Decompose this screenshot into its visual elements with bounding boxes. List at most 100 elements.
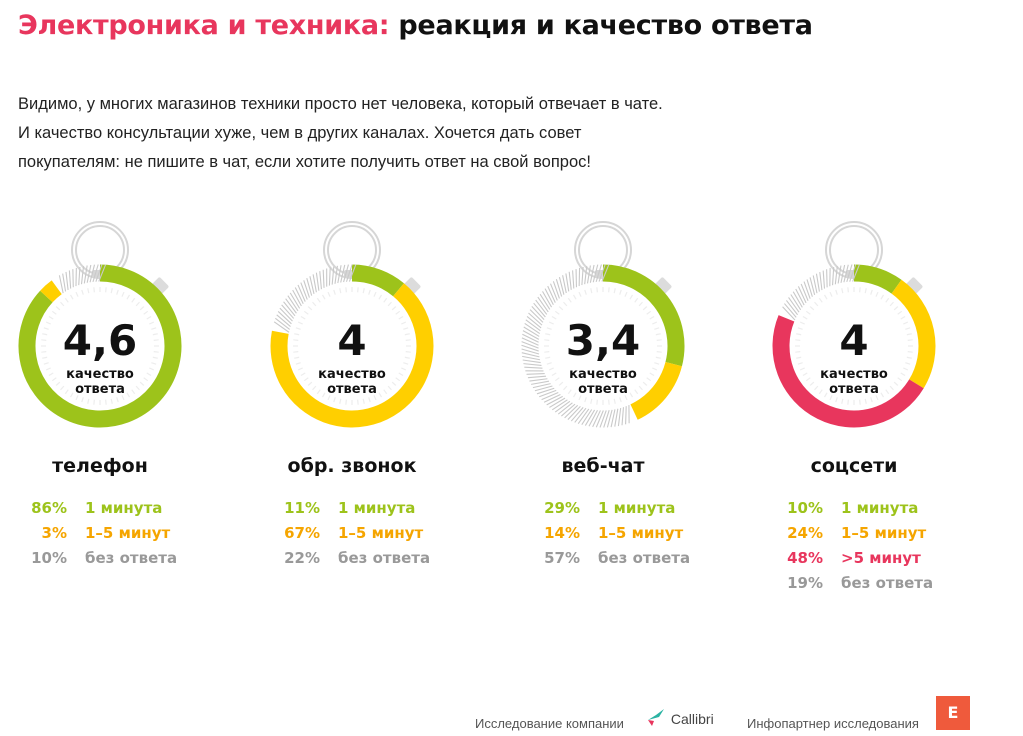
no-answer-hatch [546, 395, 563, 406]
quality-label: качество ответа [66, 367, 134, 397]
no-answer-hatch [581, 409, 593, 425]
dial-tick [885, 389, 890, 395]
dial-tick [880, 294, 885, 300]
stat-row: 57% без ответа [530, 545, 690, 570]
no-answer-hatch [595, 264, 602, 283]
dial-tick [51, 377, 57, 382]
no-answer-hatch [521, 344, 539, 352]
dial-tick [805, 310, 811, 315]
no-answer-hatch [849, 264, 857, 282]
no-answer-hatch [832, 267, 835, 286]
dial-tick [368, 397, 371, 403]
no-answer-hatch [337, 265, 342, 284]
no-answer-hatch [533, 302, 546, 318]
dial-tick [339, 288, 342, 294]
stat-percent: 29% [544, 498, 580, 517]
dial-tick [135, 385, 140, 391]
no-answer-hatch [292, 289, 302, 307]
dial-tick [818, 389, 823, 395]
dial-tick [69, 294, 74, 300]
stopwatch-webchat: 3,4 качество ответа [518, 212, 718, 452]
dial-tick [900, 372, 906, 377]
dial-tick [646, 377, 652, 382]
dial-tick [558, 306, 564, 311]
no-answer-hatch [589, 264, 595, 283]
no-answer-hatch [281, 304, 295, 319]
dial-tick [345, 287, 347, 293]
no-answer-hatch [565, 273, 570, 292]
dial-tick [799, 367, 805, 371]
dial-tick [345, 399, 347, 405]
no-answer-hatch [306, 278, 313, 296]
no-answer-hatch [552, 281, 560, 299]
no-answer-hatch [784, 303, 797, 318]
stats-social: 10% 1 минута 24% 1–5 минут 48% >5 минут 19% без… [773, 495, 933, 595]
stats-callback: 11% 1 минута 67% 1–5 минут 22% без ответа [270, 495, 430, 570]
dial-tick [403, 327, 409, 330]
intro-line: Видимо, у многих магазинов техники прост… [18, 95, 663, 113]
dial-tick [584, 397, 587, 403]
no-answer-hatch [806, 279, 813, 297]
dial-tick [378, 294, 383, 300]
dial-tick [293, 351, 299, 353]
no-answer-hatch [790, 294, 802, 311]
dial-tick [357, 399, 359, 405]
dial-tick [87, 288, 90, 294]
dial-tick [654, 362, 660, 365]
stat-label: 1 минута [85, 498, 163, 517]
stat-row: 22% без ответа [270, 545, 430, 570]
no-answer-hatch [558, 276, 565, 295]
donut-segment-yellow [270, 283, 434, 428]
stopwatch-svg [270, 221, 434, 428]
no-answer-hatch [601, 264, 610, 282]
dial-tick [802, 315, 808, 320]
dial-tick [905, 327, 911, 330]
partner-label: Инфопартнер исследования [747, 716, 919, 731]
no-answer-hatch [544, 288, 554, 306]
no-answer-hatch [83, 265, 88, 284]
dial-tick [608, 399, 610, 405]
no-answer-hatch [527, 375, 547, 379]
no-answer-hatch [523, 326, 540, 337]
no-answer-hatch [599, 410, 607, 428]
dial-tick [303, 377, 309, 382]
no-answer-hatch [528, 312, 543, 326]
dial-tick [655, 356, 661, 359]
dial-tick [596, 287, 598, 293]
dial-tick [805, 377, 811, 382]
dial-tick [551, 372, 557, 377]
no-answer-hatch [621, 407, 625, 426]
dial-tick [116, 289, 119, 295]
dial-tick [897, 310, 903, 315]
no-answer-hatch [80, 266, 85, 285]
no-answer-hatch [592, 410, 601, 428]
no-answer-hatch [526, 315, 542, 329]
hummingbird-icon [648, 709, 664, 726]
no-answer-hatch [834, 266, 838, 285]
stat-row: 24% 1–5 минут [773, 520, 933, 545]
dial-tick [81, 397, 84, 403]
dial-tick [43, 362, 49, 365]
dial-tick [327, 291, 331, 297]
dial-tick [885, 297, 890, 303]
quality-score: 4,6 [62, 316, 138, 365]
no-answer-hatch [522, 355, 541, 361]
dial-tick [875, 395, 879, 401]
no-answer-hatch [277, 311, 292, 325]
dial-tick [121, 291, 125, 297]
no-answer-hatch [539, 293, 551, 310]
donut-segment-green [351, 264, 404, 297]
dial-tick [563, 385, 568, 391]
no-answer-hatch [58, 275, 64, 294]
dial-tick [48, 315, 54, 320]
dial-tick [906, 356, 912, 359]
dial-tick [303, 310, 309, 315]
stat-row: 48% >5 минут [773, 545, 933, 570]
dial-tick [546, 327, 552, 330]
no-answer-hatch [564, 404, 579, 419]
dial-tick [149, 321, 155, 325]
no-answer-hatch [526, 373, 545, 375]
dial-tick [795, 339, 801, 341]
dial-tick [297, 367, 303, 371]
dial-tick [634, 389, 639, 395]
